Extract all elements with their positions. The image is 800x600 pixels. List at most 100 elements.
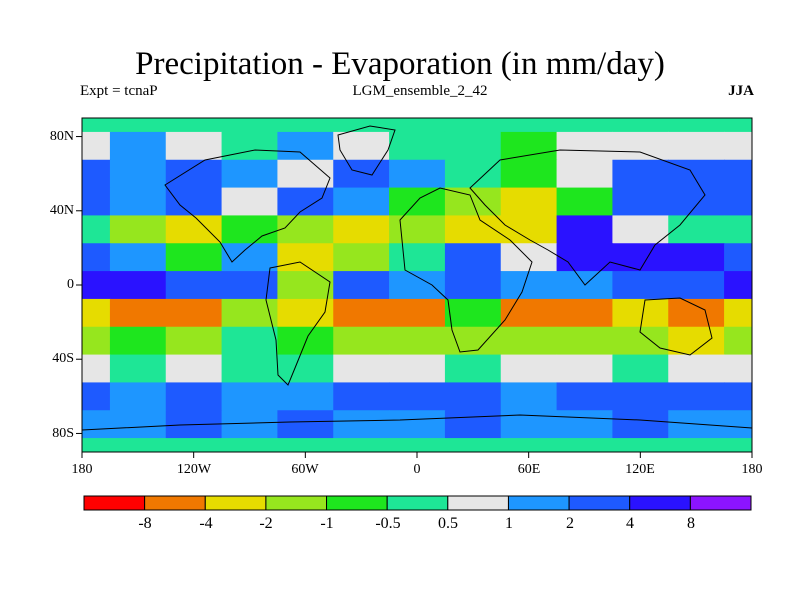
heatmap-cell xyxy=(724,438,752,452)
heatmap-cells xyxy=(82,118,752,452)
colorbar-swatch xyxy=(326,495,388,511)
heatmap-cell xyxy=(556,131,614,161)
heatmap-cell xyxy=(277,215,334,244)
heatmap-cell xyxy=(165,271,223,300)
heatmap-cell xyxy=(389,438,446,452)
colorbar-swatch xyxy=(265,495,328,511)
heatmap-cell xyxy=(277,271,334,300)
heatmap-cell xyxy=(389,118,446,133)
heatmap-cell xyxy=(724,354,752,384)
heatmap-cell xyxy=(500,159,558,189)
x-tick-label: 120E xyxy=(625,462,655,477)
heatmap-cell xyxy=(333,410,390,439)
heatmap-cell xyxy=(82,326,111,356)
heatmap-cell xyxy=(612,118,669,133)
colorbar-label: -2 xyxy=(259,515,273,532)
heatmap-cell xyxy=(221,326,279,356)
heatmap-cell xyxy=(724,159,752,189)
heatmap-cell xyxy=(221,243,279,272)
heatmap-cell xyxy=(333,326,390,356)
x-tick-label: 180 xyxy=(741,462,763,477)
heatmap-cell xyxy=(444,243,502,272)
heatmap-cell xyxy=(668,382,725,411)
heatmap-cell xyxy=(333,215,390,244)
heatmap-cell xyxy=(389,354,446,384)
heatmap-cell xyxy=(333,271,390,300)
heatmap-cell xyxy=(277,382,334,411)
heatmap-cell xyxy=(109,131,167,161)
heatmap-cell xyxy=(389,159,446,189)
y-tick-label: 80N xyxy=(49,129,74,144)
x-tick-marks xyxy=(81,452,753,458)
heatmap-cell xyxy=(165,354,223,384)
heatmap-cell xyxy=(221,187,279,217)
heatmap-cell xyxy=(724,326,752,356)
heatmap-cell xyxy=(500,131,558,161)
coastline-antarctica xyxy=(82,414,752,431)
heatmap-cell xyxy=(556,243,614,272)
heatmap-cell xyxy=(668,159,725,189)
colorbar-label: -8 xyxy=(138,515,152,532)
colorbar-swatch xyxy=(386,495,449,511)
heatmap-cell xyxy=(556,118,614,133)
heatmap-cell xyxy=(165,326,223,356)
heatmap-cell xyxy=(109,215,167,244)
heatmap-cell xyxy=(444,131,502,161)
colorbar xyxy=(83,495,752,511)
heatmap-cell xyxy=(82,159,111,189)
heatmap-cell xyxy=(82,382,111,411)
heatmap-cell xyxy=(556,187,614,217)
x-tick-label: 0 xyxy=(413,462,421,477)
heatmap-cell xyxy=(444,118,502,133)
heatmap-cell xyxy=(444,215,502,244)
heatmap-cell xyxy=(277,243,334,272)
heatmap-cell xyxy=(500,438,558,452)
heatmap-cell xyxy=(221,410,279,439)
heatmap-cell xyxy=(724,131,752,161)
heatmap-cell xyxy=(109,354,167,384)
heatmap-cell xyxy=(668,298,725,328)
heatmap-cell xyxy=(556,382,614,411)
ensemble-label: LGM_ensemble_2_42 xyxy=(352,83,488,99)
heatmap-cell xyxy=(668,438,725,452)
x-tick-label: 180 xyxy=(71,462,93,477)
heatmap-cell xyxy=(82,271,111,300)
colorbar-swatch xyxy=(629,495,691,511)
colorbar-swatch xyxy=(689,495,752,511)
x-tick-label: 60E xyxy=(517,462,541,477)
heatmap-cell xyxy=(277,159,334,189)
heatmap-cell xyxy=(444,271,502,300)
colorbar-label: 8 xyxy=(687,515,695,532)
heatmap-cell xyxy=(165,118,223,133)
heatmap-cell xyxy=(500,326,558,356)
heatmap-cell xyxy=(109,243,167,272)
heatmap-cell xyxy=(668,243,725,272)
heatmap-cell xyxy=(444,438,502,452)
heatmap-cell xyxy=(389,243,446,272)
heatmap-cell xyxy=(165,159,223,189)
heatmap-cell xyxy=(165,298,223,328)
heatmap-cell xyxy=(82,243,111,272)
heatmap-cell xyxy=(612,298,669,328)
heatmap-cell xyxy=(389,410,446,439)
colorbar-swatch xyxy=(83,495,146,511)
heatmap-cell xyxy=(612,215,669,244)
colorbar-swatch xyxy=(144,495,206,511)
heatmap-cell xyxy=(612,410,669,439)
heatmap-cell xyxy=(277,410,334,439)
heatmap-cell xyxy=(333,118,390,133)
heatmap-cell xyxy=(500,271,558,300)
heatmap-cell xyxy=(444,382,502,411)
heatmap-cell xyxy=(109,438,167,452)
heatmap-cell xyxy=(389,215,446,244)
heatmap-cell xyxy=(109,298,167,328)
coastlines xyxy=(82,125,752,431)
heatmap-cell xyxy=(724,298,752,328)
heatmap-cell xyxy=(109,187,167,217)
heatmap-cell xyxy=(500,382,558,411)
heatmap-cell xyxy=(221,298,279,328)
experiment-label: Expt = tcnaP xyxy=(80,83,158,99)
heatmap-cell xyxy=(500,187,558,217)
heatmap-cell xyxy=(724,187,752,217)
